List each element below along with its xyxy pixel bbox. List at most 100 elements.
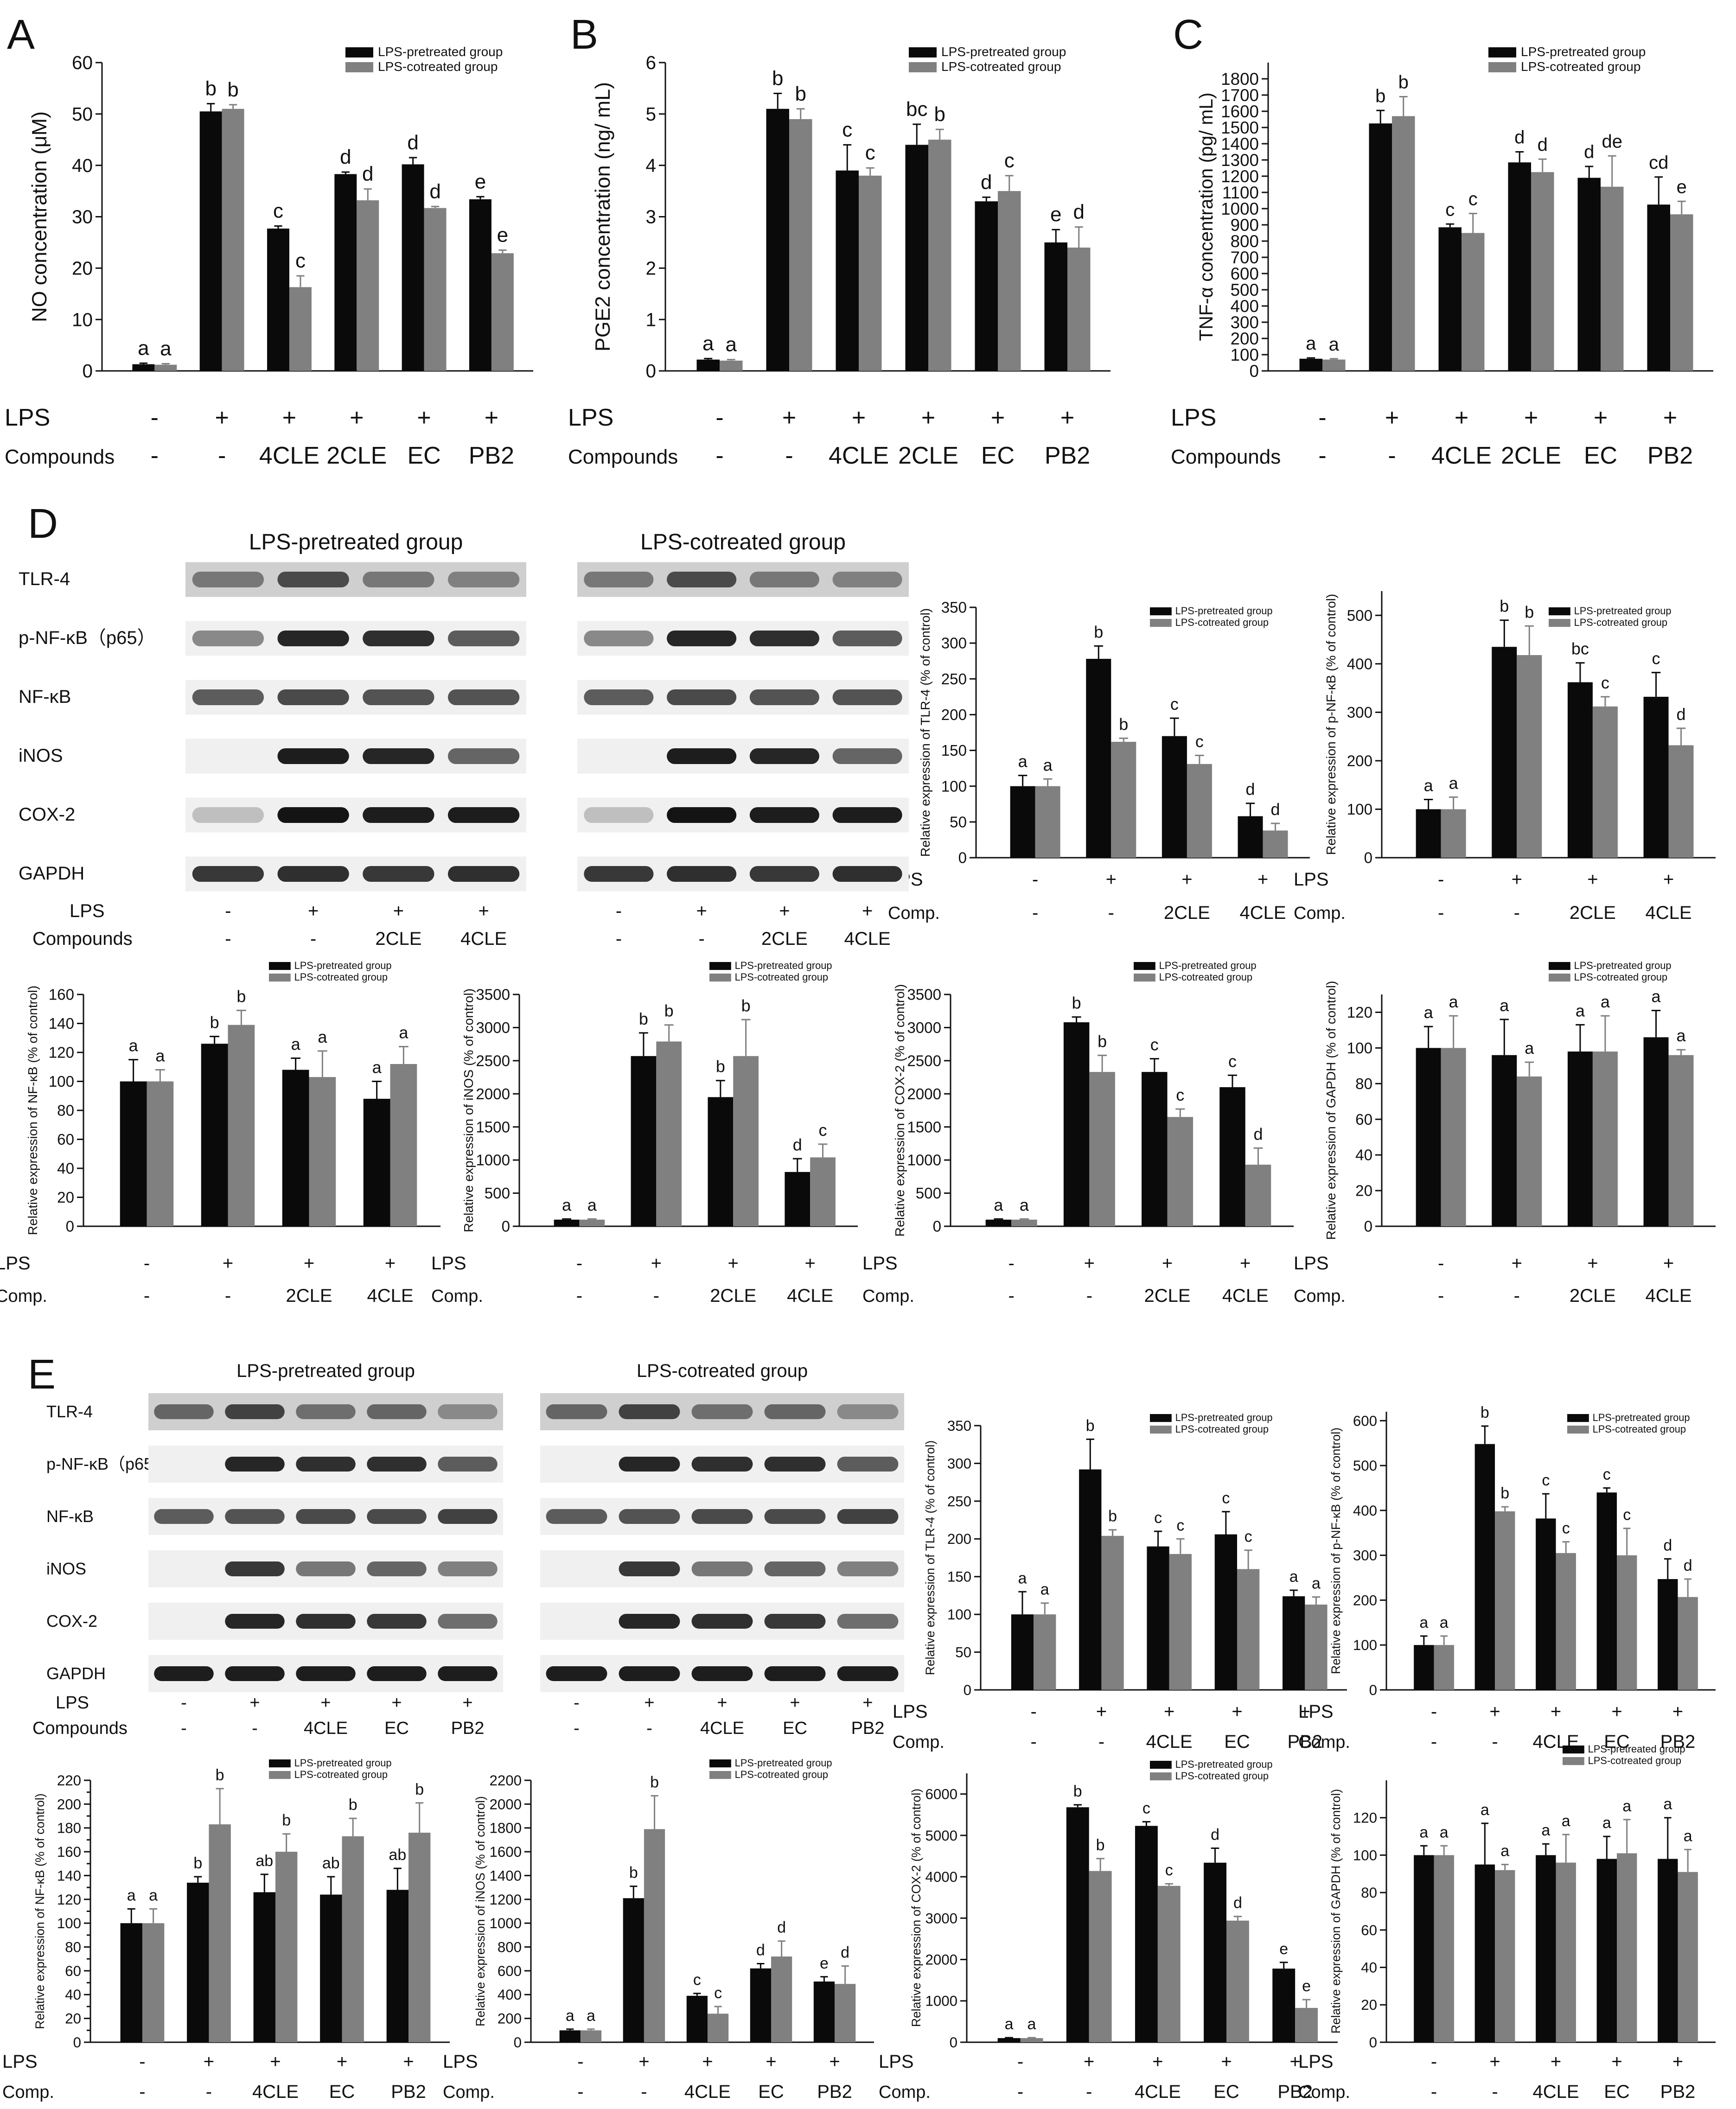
blot-compound-label: 4CLE	[844, 929, 891, 949]
bar-cotreated	[1035, 786, 1060, 858]
blot-band	[749, 748, 819, 764]
compound-label: 2CLE	[1144, 1286, 1191, 1306]
y-tick-label: 200	[1231, 329, 1259, 348]
lps-sign: +	[1663, 869, 1674, 890]
y-tick-label: 300	[947, 1455, 971, 1472]
bar-pretreated	[1272, 1969, 1296, 2042]
legend-label-co: LPS-cotreated group	[1588, 1755, 1681, 1766]
lps-sign: +	[1084, 1253, 1095, 1274]
blot-panel-E: E LPS-pretreated group LPS-cotreated group…	[28, 1351, 904, 1738]
y-tick-label: 120	[57, 1892, 81, 1908]
significance-letter: c	[714, 1984, 722, 2002]
lps-row-label: LPS	[5, 404, 50, 431]
compound-label: EC	[1224, 1732, 1250, 1752]
significance-letter: a	[1677, 1026, 1686, 1045]
bar-pretreated	[1011, 1614, 1034, 1690]
blot-band	[367, 1404, 427, 1419]
bar-cotreated	[1067, 248, 1091, 371]
blot-compound-label: -	[646, 1719, 652, 1738]
blot-band	[438, 1561, 498, 1576]
significance-letter: c	[1165, 1861, 1173, 1879]
compound-label: 2CLE	[1570, 1286, 1616, 1306]
bar-pretreated	[1416, 809, 1441, 858]
y-tick-label: 1800	[489, 1820, 522, 1836]
y-tick-label: 0	[958, 850, 967, 867]
bar-pretreated	[813, 1982, 835, 2042]
blot-band	[691, 1614, 753, 1629]
blot-band	[691, 1561, 753, 1576]
bar-cotreated	[1392, 116, 1415, 371]
legend-label-pre: LPS-pretreated group	[1159, 960, 1257, 971]
blot-band	[764, 1457, 826, 1472]
significance-letter: b	[1096, 1836, 1105, 1854]
significance-letter: c	[1601, 673, 1609, 692]
compound-label: PB2	[1045, 442, 1090, 469]
significance-letter: b	[795, 83, 806, 105]
significance-letter: b	[205, 77, 216, 100]
significance-letter: a	[1040, 1581, 1049, 1599]
bar-cotreated	[1531, 172, 1554, 371]
bar-cotreated	[1678, 1597, 1698, 1690]
blot-lps-label: LPS	[70, 901, 105, 921]
bar-cotreated	[342, 1836, 364, 2042]
blot-group-title: LPS-cotreated group	[637, 1361, 808, 1381]
compound-label: 4CLE	[1222, 1286, 1269, 1306]
bar-pretreated	[686, 1995, 708, 2042]
bar-cotreated	[1167, 1117, 1194, 1226]
compound-label: -	[1492, 2082, 1498, 2102]
significance-letter: c	[1623, 1506, 1631, 1524]
y-tick-label: 100	[1231, 345, 1259, 364]
significance-letter: e	[1677, 177, 1687, 197]
significance-letter: c	[1176, 1085, 1184, 1104]
significance-letter: d	[793, 1135, 802, 1154]
significance-letter: a	[155, 1046, 165, 1065]
y-tick-label: 300	[1231, 313, 1259, 332]
compound-label: EC	[1604, 2082, 1630, 2102]
legend-swatch-pre	[1150, 1761, 1172, 1769]
bar-cotreated	[1305, 1604, 1328, 1690]
y-tick-label: 3500	[476, 987, 510, 1004]
bar-cotreated	[1462, 233, 1485, 371]
significance-letter: ab	[322, 1854, 340, 1872]
bar-pretreated	[1596, 1859, 1617, 2042]
bar-pretreated	[708, 1097, 734, 1226]
blot-band	[584, 572, 654, 587]
y-axis-title: Relative expression of iNOS (% of contro…	[461, 988, 476, 1232]
significance-letter: c	[1004, 149, 1015, 172]
legend-swatch-pre	[1488, 47, 1516, 57]
y-tick-label: 1200	[1221, 167, 1259, 186]
blot-band	[363, 866, 434, 882]
compound-label: 4CLE	[1240, 903, 1286, 923]
legend-label-co: LPS-cotreated group	[1175, 1423, 1269, 1435]
y-tick-label: 180	[57, 1820, 81, 1836]
significance-letter: a	[1652, 987, 1661, 1006]
bar-cotreated	[1441, 1048, 1466, 1226]
blot-compound-label: -	[574, 1719, 580, 1738]
lps-sign: +	[852, 404, 866, 431]
blot-band	[154, 1509, 214, 1524]
panel-label: A	[7, 12, 35, 58]
significance-letter: a	[1312, 1575, 1321, 1593]
y-tick-label: 2000	[907, 1086, 941, 1103]
legend-swatch-co	[1150, 618, 1172, 627]
blot-band	[667, 689, 737, 705]
blot-compound-label: 4CLE	[460, 929, 507, 949]
y-tick-label: 0	[950, 2034, 957, 2051]
chart-E2: 0 100 200 300 400 500 600 Relative expression o…	[1298, 1404, 1716, 1752]
significance-letter: b	[227, 78, 238, 101]
legend-label-pre: LPS-pretreated group	[1593, 1412, 1690, 1423]
legend-swatch-pre	[1150, 607, 1172, 616]
y-tick-label: 2200	[489, 1772, 522, 1789]
bar-pretreated	[1596, 1492, 1617, 1690]
lps-sign: +	[829, 2052, 840, 2072]
lps-sign: +	[282, 404, 296, 431]
blot-band	[749, 631, 819, 646]
lps-sign: +	[782, 404, 796, 431]
blot-lps-sign: -	[181, 1693, 187, 1713]
significance-letter: ab	[255, 1852, 273, 1870]
lps-sign: +	[1232, 1701, 1242, 1722]
bar-pretreated	[1079, 1469, 1102, 1690]
significance-letter: a	[1449, 992, 1459, 1011]
